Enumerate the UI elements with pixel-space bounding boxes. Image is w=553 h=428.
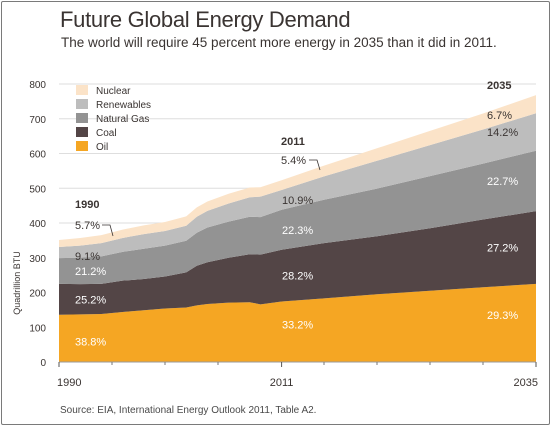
x-tick-label-1990: 1990 [57, 377, 81, 389]
y-tick-label-800: 800 [29, 80, 46, 91]
share-label-2035-renewables: 14.2% [487, 127, 518, 139]
share-label-2035-natural-gas: 22.7% [487, 176, 518, 188]
share-label-1990-nuclear: 5.7% [75, 220, 100, 232]
share-label-2035-oil: 29.3% [487, 310, 518, 322]
area-natural-gas [59, 150, 536, 285]
year-label-2035: 2035 [487, 80, 511, 92]
area-oil [59, 283, 536, 362]
share-label-2011-renewables: 10.9% [282, 195, 313, 207]
nuclear-leader-1990 [102, 224, 114, 237]
legend-swatch-oil [76, 141, 88, 151]
legend-swatch-nuclear [76, 85, 88, 95]
y-tick-label-600: 600 [29, 150, 46, 161]
share-label-2011-natural-gas: 22.3% [282, 225, 313, 237]
share-label-2011-nuclear: 5.4% [281, 155, 306, 167]
y-tick-label-500: 500 [29, 184, 46, 195]
source-note: Source: EIA, International Energy Outloo… [60, 405, 317, 416]
legend-swatch-renewables [76, 99, 88, 109]
share-label-1990-renewables: 9.1% [75, 251, 100, 263]
year-label-1990: 1990 [75, 199, 99, 211]
y-axis-title: Quadrillion BTU [12, 251, 22, 315]
share-label-2011-coal: 28.2% [282, 271, 313, 283]
x-tick-label-2011: 2011 [270, 377, 294, 389]
share-label-1990-oil: 38.8% [75, 336, 106, 348]
y-tick-label-0: 0 [40, 358, 46, 369]
y-tick-label-200: 200 [29, 289, 46, 300]
area-coal [59, 211, 536, 315]
nuclear-leader-2011 [309, 159, 321, 171]
share-label-2035-nuclear: 6.7% [487, 110, 512, 122]
year-label-2011: 2011 [281, 136, 305, 148]
x-tick-label-2035: 2035 [514, 377, 538, 389]
y-tick-label-700: 700 [29, 115, 46, 126]
area-renewables [59, 113, 536, 259]
y-tick-label-100: 100 [29, 323, 46, 334]
legend-label-oil: Oil [96, 142, 108, 153]
share-label-1990-coal: 25.2% [75, 294, 106, 306]
legend-label-coal: Coal [96, 128, 117, 139]
share-label-2011-oil: 33.2% [282, 320, 313, 332]
chart-subtitle: The world will require 45 percent more e… [61, 35, 497, 50]
chart-title: Future Global Energy Demand [60, 7, 351, 32]
y-tick-label-300: 300 [29, 254, 46, 265]
share-label-1990-natural-gas: 21.2% [75, 266, 106, 278]
legend-swatch-natural-gas [76, 113, 88, 123]
legend-label-natural-gas: Natural Gas [96, 114, 149, 125]
legend-swatch-coal [76, 127, 88, 137]
share-label-2035-coal: 27.2% [487, 242, 518, 254]
legend-label-nuclear: Nuclear [96, 86, 131, 97]
y-tick-label-400: 400 [29, 219, 46, 230]
legend-label-renewables: Renewables [96, 100, 151, 111]
